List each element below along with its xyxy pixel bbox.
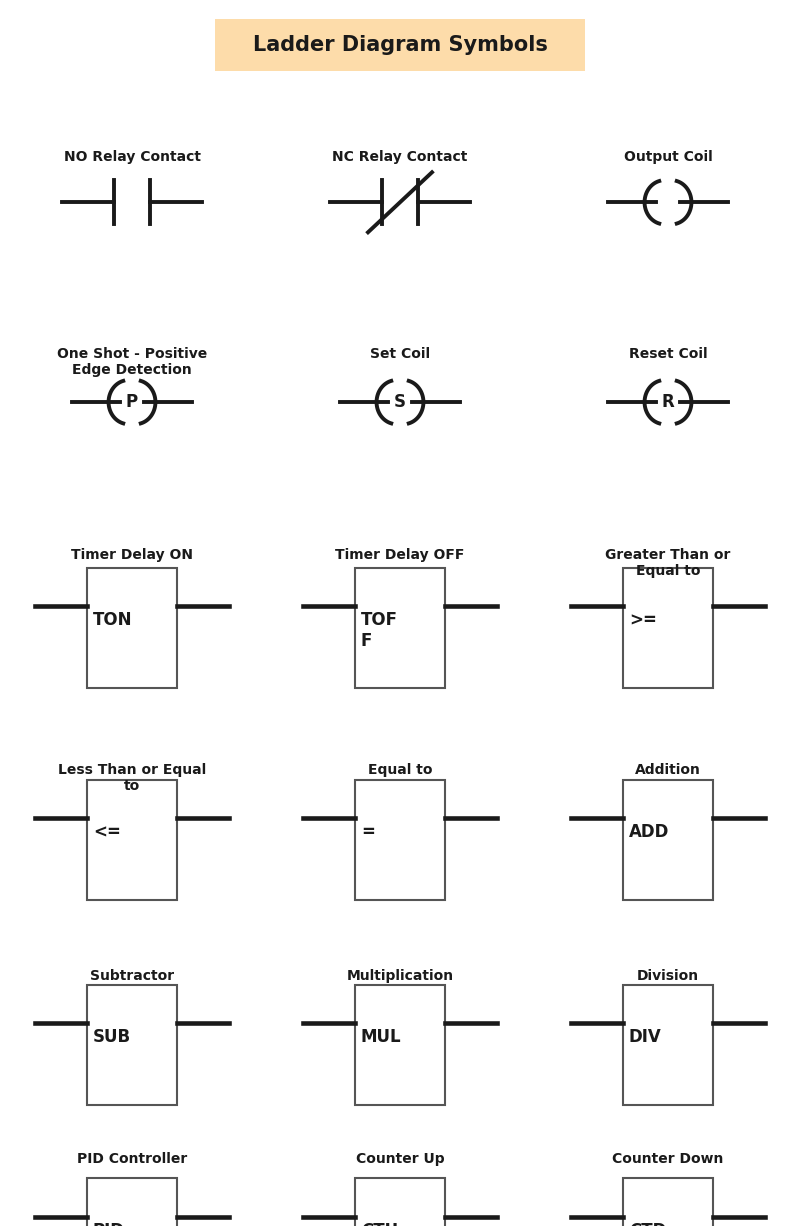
Text: Subtractor: Subtractor	[90, 969, 174, 982]
Text: R: R	[662, 394, 674, 411]
Text: SUB: SUB	[93, 1027, 131, 1046]
Text: MUL: MUL	[361, 1027, 402, 1046]
Text: Equal to: Equal to	[368, 763, 432, 776]
Text: Counter Down: Counter Down	[612, 1152, 724, 1166]
Text: NO Relay Contact: NO Relay Contact	[63, 150, 201, 163]
Text: P: P	[126, 394, 138, 411]
Text: Counter Up: Counter Up	[356, 1152, 444, 1166]
Text: S: S	[394, 394, 406, 411]
Text: Reset Coil: Reset Coil	[629, 347, 707, 360]
Bar	[623, 984, 713, 1105]
Text: NC Relay Contact: NC Relay Contact	[332, 150, 468, 163]
Bar	[87, 1178, 177, 1226]
Text: ADD: ADD	[629, 823, 670, 841]
Text: TON: TON	[93, 611, 133, 629]
Text: CTU: CTU	[361, 1221, 398, 1226]
Text: Timer Delay OFF: Timer Delay OFF	[335, 548, 465, 562]
Text: Greater Than or
Equal to: Greater Than or Equal to	[606, 548, 730, 579]
Text: Multiplication: Multiplication	[346, 969, 454, 982]
Text: Ladder Diagram Symbols: Ladder Diagram Symbols	[253, 36, 547, 55]
Text: Output Coil: Output Coil	[624, 150, 712, 163]
Bar	[355, 1178, 445, 1226]
Bar	[355, 780, 445, 900]
Text: <=: <=	[93, 823, 121, 841]
Text: TOF
F: TOF F	[361, 611, 398, 650]
Bar	[623, 1178, 713, 1226]
Text: CTD: CTD	[629, 1221, 666, 1226]
Text: One Shot - Positive
Edge Detection: One Shot - Positive Edge Detection	[57, 347, 207, 378]
Text: Less Than or Equal
to: Less Than or Equal to	[58, 763, 206, 793]
Text: =: =	[361, 823, 375, 841]
Bar	[87, 568, 177, 688]
Text: Addition: Addition	[635, 763, 701, 776]
Text: Set Coil: Set Coil	[370, 347, 430, 360]
Text: PID: PID	[93, 1221, 125, 1226]
Bar	[87, 984, 177, 1105]
Bar	[355, 568, 445, 688]
Bar	[355, 984, 445, 1105]
Bar	[623, 568, 713, 688]
Bar	[623, 780, 713, 900]
Text: DIV: DIV	[629, 1027, 662, 1046]
Text: PID Controller: PID Controller	[77, 1152, 187, 1166]
FancyBboxPatch shape	[215, 18, 585, 71]
Bar	[87, 780, 177, 900]
Text: Division: Division	[637, 969, 699, 982]
Text: >=: >=	[629, 611, 657, 629]
Text: Timer Delay ON: Timer Delay ON	[71, 548, 193, 562]
